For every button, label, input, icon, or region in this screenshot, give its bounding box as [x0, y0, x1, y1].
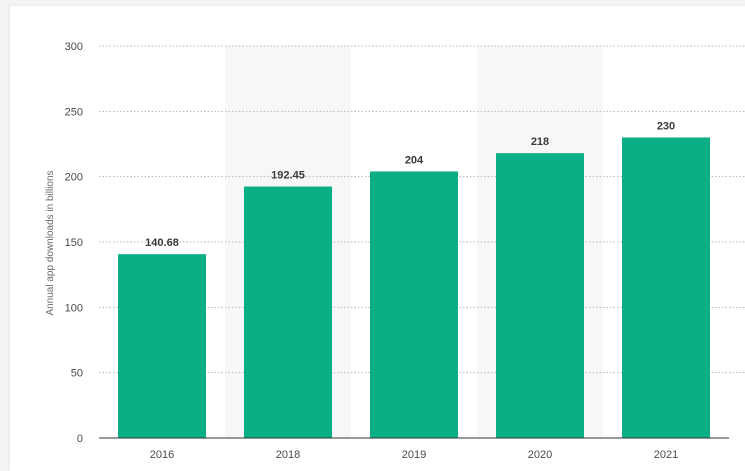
x-tick-label: 2016 [150, 449, 174, 461]
x-tick-label: 2020 [528, 449, 552, 461]
x-tick-label: 2019 [402, 449, 426, 461]
y-axis-title: Annual app downloads in billions [45, 170, 56, 315]
data-label: 204 [405, 154, 424, 166]
data-label: 230 [657, 120, 675, 132]
y-tick-label: 250 [65, 106, 83, 118]
y-tick-label: 300 [65, 41, 83, 53]
data-label: 140.68 [145, 237, 179, 249]
y-tick-label: 150 [65, 237, 83, 249]
bar-2019[interactable] [370, 171, 458, 438]
data-labels: 140.68 192.45 204 218 230 [145, 120, 675, 249]
x-tick-label: 2021 [654, 449, 678, 461]
data-label: 218 [531, 136, 549, 148]
y-tick-label: 200 [65, 172, 83, 184]
x-axis-tick-labels: 2016 2018 2019 2020 2021 [150, 449, 678, 461]
bar-2021[interactable] [622, 137, 710, 438]
bars [118, 137, 710, 438]
y-tick-label: 100 [65, 302, 83, 314]
y-tick-label: 50 [71, 368, 83, 380]
bar-2018[interactable] [244, 186, 332, 438]
y-axis-tick-labels: 0 50 100 150 200 250 300 [65, 41, 83, 445]
y-tick-label: 0 [77, 433, 83, 445]
data-label: 192.45 [271, 170, 305, 182]
bar-2020[interactable] [496, 153, 584, 438]
x-tick-label: 2018 [276, 449, 300, 461]
bar-2016[interactable] [118, 254, 206, 438]
